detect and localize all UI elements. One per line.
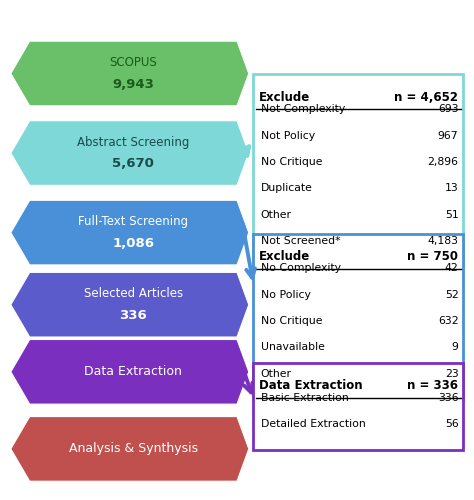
FancyBboxPatch shape [254,74,463,268]
Text: 967: 967 [438,130,458,140]
Polygon shape [11,200,249,265]
Polygon shape [11,272,249,337]
Text: Exclude: Exclude [259,250,310,263]
Text: 23: 23 [445,369,458,379]
Text: 1,086: 1,086 [112,237,155,250]
Text: Not Complexity: Not Complexity [261,104,345,115]
Text: n = 4,652: n = 4,652 [394,91,458,104]
Text: Data Extraction: Data Extraction [259,380,363,392]
Text: n = 750: n = 750 [408,250,458,263]
Text: Not Policy: Not Policy [261,130,315,140]
Text: SCOPUS: SCOPUS [109,56,157,69]
Text: 13: 13 [445,184,458,194]
Text: Data Extraction: Data Extraction [84,366,182,378]
Text: n = 336: n = 336 [408,380,458,392]
Text: Full-Text Screening: Full-Text Screening [78,215,188,228]
Text: 9: 9 [452,342,458,352]
Text: Duplicate: Duplicate [261,184,312,194]
Text: Other: Other [261,369,292,379]
FancyBboxPatch shape [254,363,463,450]
Text: 52: 52 [445,290,458,300]
Polygon shape [11,120,249,186]
Text: Other: Other [261,210,292,220]
Text: 693: 693 [438,104,458,115]
Text: 632: 632 [438,316,458,326]
Text: 9,943: 9,943 [112,78,154,91]
Text: 51: 51 [445,210,458,220]
Text: Exclude: Exclude [259,91,310,104]
Text: No Critique: No Critique [261,316,322,326]
Text: 2,896: 2,896 [428,157,458,167]
Text: Not Screened*: Not Screened* [261,236,340,246]
Text: 5,670: 5,670 [112,158,154,170]
Text: Basic Extraction: Basic Extraction [261,392,348,402]
Text: 56: 56 [445,419,458,429]
Text: 42: 42 [445,264,458,274]
Text: Selected Articles: Selected Articles [84,288,183,300]
Text: 4,183: 4,183 [428,236,458,246]
Polygon shape [11,416,249,481]
Text: No Complexity: No Complexity [261,264,340,274]
Polygon shape [11,41,249,106]
Text: 336: 336 [438,392,458,402]
Text: 336: 336 [119,309,147,322]
Text: No Policy: No Policy [261,290,310,300]
Polygon shape [11,340,249,404]
FancyBboxPatch shape [254,234,463,400]
Text: No Critique: No Critique [261,157,322,167]
Text: Abstract Screening: Abstract Screening [77,136,190,148]
Text: Analysis & Synthysis: Analysis & Synthysis [69,442,198,456]
Text: Unavailable: Unavailable [261,342,324,352]
Text: Detailed Extraction: Detailed Extraction [261,419,365,429]
